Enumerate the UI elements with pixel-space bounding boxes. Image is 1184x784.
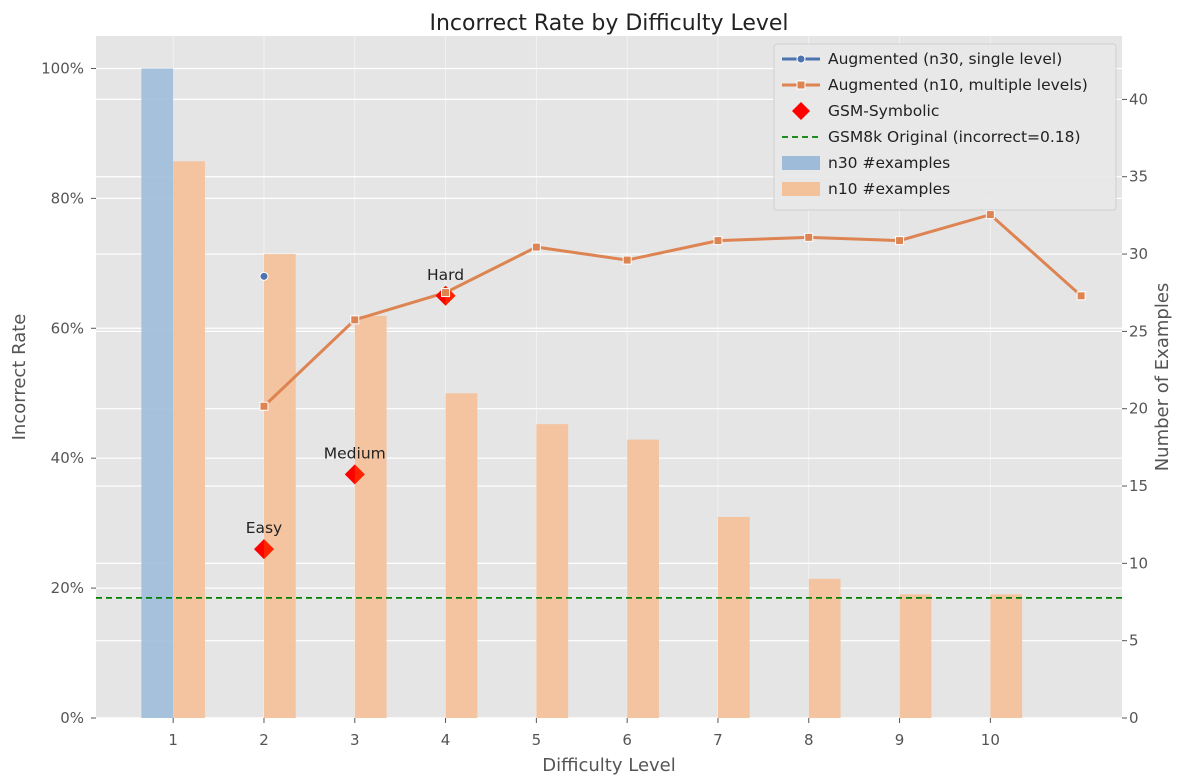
chart-title: Incorrect Rate by Difficulty Level xyxy=(429,11,788,36)
y2-axis-ticks: 0 5 10 15 20 25 30 35 40 xyxy=(1122,90,1148,727)
annotation-layer: Easy Medium Hard xyxy=(246,266,464,537)
bar-n10-examples xyxy=(899,594,932,718)
y-axis-title: Incorrect Rate xyxy=(9,314,30,441)
legend-label: Augmented (n10, multiple levels) xyxy=(828,76,1088,94)
point-n10 xyxy=(350,315,360,325)
y2-tick-label: 15 xyxy=(1129,477,1148,495)
legend-label: n10 #examples xyxy=(828,180,950,198)
point-n10 xyxy=(259,401,269,411)
bar-n30-examples xyxy=(141,68,174,718)
bar-n10-examples xyxy=(808,578,841,718)
legend-swatch-n10-bar xyxy=(782,182,820,196)
legend-swatch-gsm-symbolic xyxy=(792,102,810,120)
y-tick-label: 60% xyxy=(51,319,84,337)
y-axis-ticks: 0% 20% 40% 60% 80% 100% xyxy=(41,59,96,727)
y2-tick-label: 25 xyxy=(1129,322,1148,340)
bar-n10-examples xyxy=(173,161,205,718)
x-tick-label: 9 xyxy=(895,731,905,749)
x-axis-title: Difficulty Level xyxy=(542,755,676,776)
x-tick-label: 5 xyxy=(532,731,542,749)
y-tick-label: 40% xyxy=(51,449,84,467)
y2-tick-label: 30 xyxy=(1129,245,1148,263)
legend-label: Augmented (n30, single level) xyxy=(828,50,1062,68)
point-n10 xyxy=(441,288,451,298)
legend-label: n30 #examples xyxy=(828,154,950,172)
point-n10 xyxy=(622,255,632,265)
bar-n10-examples xyxy=(263,254,296,718)
legend-swatch-n10-marker xyxy=(796,80,806,90)
y2-tick-label: 0 xyxy=(1129,709,1139,727)
legend: Augmented (n30, single level) Augmented (… xyxy=(773,43,1117,211)
marker-layer xyxy=(253,210,1086,560)
x-tick-label: 6 xyxy=(622,731,632,749)
gsm-symbolic-point-shade xyxy=(354,464,365,485)
legend-box xyxy=(773,43,1117,211)
x-tick-label: 4 xyxy=(441,731,451,749)
y2-tick-label: 10 xyxy=(1129,554,1148,572)
x-tick-label: 1 xyxy=(168,731,178,749)
x-tick-label: 7 xyxy=(713,731,723,749)
point-n10 xyxy=(531,242,541,252)
line-layer xyxy=(96,212,1122,599)
gsm-symbolic-label: Easy xyxy=(246,519,283,537)
y2-axis-title: Number of Examples xyxy=(1152,283,1173,472)
y2-tick-label: 40 xyxy=(1129,90,1148,108)
gsm-symbolic-label: Medium xyxy=(324,444,386,462)
point-n10 xyxy=(985,210,995,220)
point-n10 xyxy=(713,236,723,246)
y-tick-label: 20% xyxy=(51,579,84,597)
y2-tick-label: 20 xyxy=(1129,400,1148,418)
point-n30 xyxy=(259,271,269,281)
x-tick-label: 2 xyxy=(259,731,269,749)
bar-n10-examples xyxy=(627,439,659,718)
legend-swatch-n30-marker xyxy=(796,54,806,64)
point-n10 xyxy=(1076,291,1086,301)
bar-n10-examples xyxy=(990,594,1023,718)
x-axis-ticks: 1 2 3 4 5 6 7 8 9 10 xyxy=(168,718,1000,749)
bar-n10-examples xyxy=(717,516,750,718)
bar-n10-examples xyxy=(445,393,478,718)
legend-label: GSM8k Original (incorrect=0.18) xyxy=(828,128,1081,146)
y-tick-label: 80% xyxy=(51,189,84,207)
gsm-symbolic-point-shade xyxy=(263,539,274,560)
x-tick-label: 8 xyxy=(804,731,814,749)
point-n10 xyxy=(804,232,814,242)
y-tick-label: 0% xyxy=(60,709,84,727)
bar-n10-examples xyxy=(536,424,569,718)
bar-layer xyxy=(141,68,1023,718)
legend-swatch-n30-bar xyxy=(782,156,820,170)
bar-n10-examples xyxy=(354,315,387,718)
y-tick-label: 100% xyxy=(41,59,84,77)
y2-tick-label: 35 xyxy=(1129,168,1148,186)
x-tick-label: 3 xyxy=(350,731,360,749)
series-line-n10 xyxy=(262,212,1083,408)
gsm-symbolic-label: Hard xyxy=(427,266,464,284)
legend-label: GSM-Symbolic xyxy=(828,102,939,120)
y2-tick-label: 5 xyxy=(1129,632,1139,650)
x-tick-label: 10 xyxy=(981,731,1000,749)
point-n10 xyxy=(895,236,905,246)
